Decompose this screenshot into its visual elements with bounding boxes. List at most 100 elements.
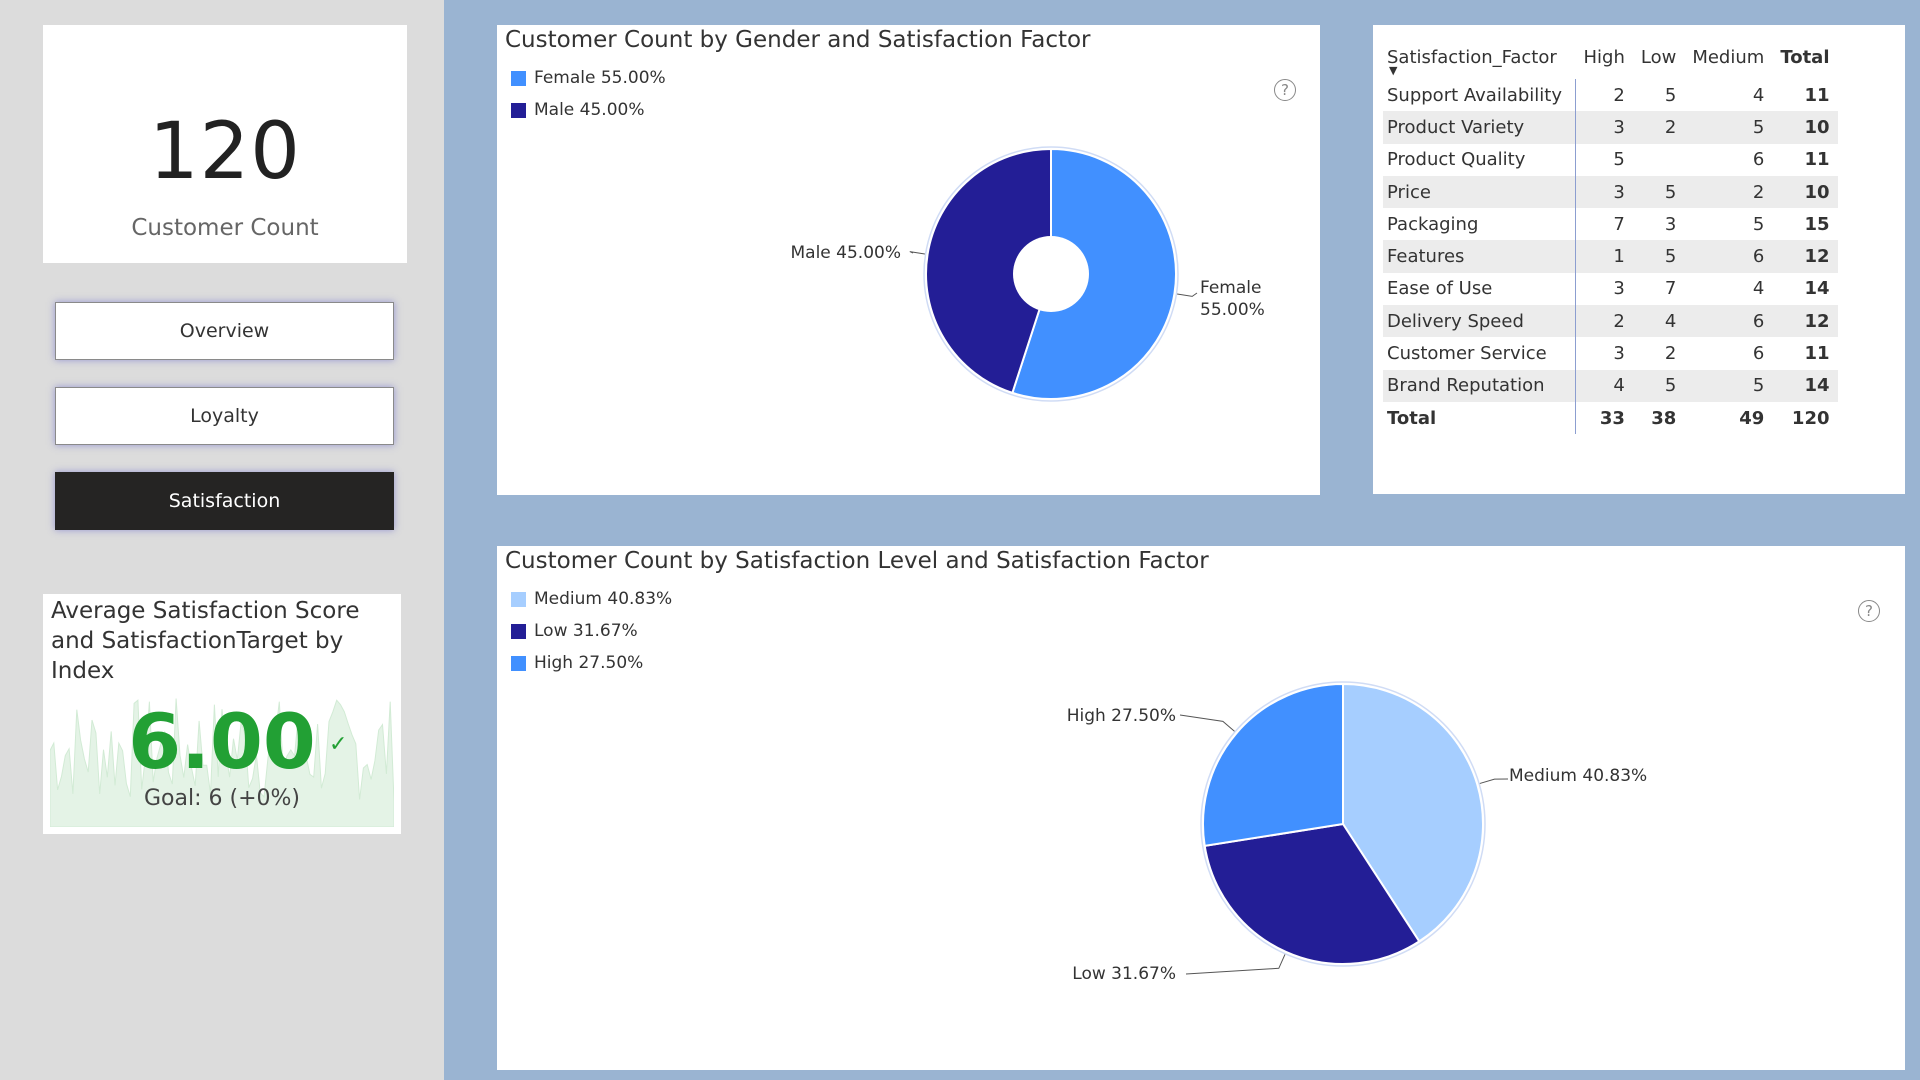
- customer-count-card: 120 Customer Count: [43, 25, 407, 263]
- loyalty-button[interactable]: Loyalty: [55, 387, 394, 445]
- cell-low: 2: [1632, 111, 1685, 144]
- cell-factor: Support Availability: [1383, 79, 1576, 112]
- matrix-header-low[interactable]: Low: [1640, 46, 1677, 68]
- total-medium: 49: [1739, 407, 1765, 429]
- cell-factor: Price: [1383, 175, 1576, 209]
- data-label: 55.00%: [1200, 300, 1265, 320]
- chart-title: Customer Count by Satisfaction Level and…: [505, 548, 1209, 574]
- table-row[interactable]: Product Variety 3 2 5 10: [1383, 111, 1838, 144]
- table-row[interactable]: Features 1 5 6 12: [1383, 240, 1838, 273]
- cell-high: 3: [1613, 278, 1625, 300]
- legend: Medium 40.83% Low 31.67% High 27.50%: [511, 583, 672, 679]
- cell-total: 11: [1804, 343, 1830, 365]
- cell-high: 2: [1575, 305, 1633, 338]
- legend-swatch: [511, 591, 526, 607]
- matrix-header-medium[interactable]: Medium: [1692, 46, 1765, 68]
- matrix-header-high[interactable]: High: [1583, 46, 1625, 68]
- satisfaction-matrix-card: Satisfaction_Factor ▼ High Low Medium To…: [1373, 25, 1905, 494]
- header-label: Satisfaction_Factor: [1387, 46, 1557, 68]
- satisfaction-button[interactable]: Satisfaction: [55, 472, 394, 530]
- legend-swatch: [511, 70, 526, 86]
- leader-line: [909, 251, 926, 255]
- data-label: Medium 40.83%: [1509, 766, 1647, 786]
- leader-line: [1185, 953, 1286, 975]
- gauge-goal: Goal: 6 (+0%): [144, 786, 300, 811]
- legend-item-female[interactable]: Female 55.00%: [511, 62, 666, 94]
- cell-low: [1633, 144, 1684, 176]
- check-icon: ✓: [329, 732, 348, 757]
- table-row[interactable]: Price 3 5 2 10: [1383, 175, 1838, 209]
- chart-title: Customer Count by Gender and Satisfactio…: [505, 27, 1091, 53]
- cell-total: 14: [1804, 278, 1830, 300]
- cell-medium: 5: [1684, 111, 1773, 144]
- cell-low: 5: [1632, 175, 1685, 209]
- legend-label: High 27.50%: [534, 653, 644, 673]
- legend-label: Medium 40.83%: [534, 589, 673, 609]
- legend-item-high[interactable]: High 27.50%: [511, 647, 672, 679]
- table-row[interactable]: Product Quality 5 6 11: [1383, 143, 1838, 176]
- cell-factor: Ease of Use: [1383, 272, 1576, 306]
- cell-total: 15: [1804, 213, 1830, 235]
- cell-low: 4: [1632, 305, 1685, 338]
- leader-line: [1478, 778, 1509, 785]
- gauge-value: 6.00: [128, 697, 316, 786]
- cell-total: 14: [1772, 369, 1838, 402]
- table-row[interactable]: Customer Service 3 2 6 11: [1383, 337, 1838, 370]
- overview-button[interactable]: Overview: [55, 302, 394, 360]
- leader-line: [1176, 292, 1198, 297]
- table-row[interactable]: Ease of Use 3 7 4 14: [1383, 272, 1838, 306]
- table-row[interactable]: Support Availability 2 5 4 11: [1383, 79, 1838, 112]
- data-label: Female: [1200, 278, 1261, 298]
- table-row[interactable]: Brand Reputation 4 5 5 14: [1383, 369, 1838, 402]
- cell-total: 10: [1772, 111, 1838, 144]
- kpi-value: 120: [149, 107, 301, 197]
- table-row[interactable]: Packaging 7 3 5 15: [1383, 208, 1838, 241]
- cell-factor: Product Quality: [1383, 143, 1576, 176]
- cell-high: 3: [1613, 343, 1625, 365]
- level-pie-chart: Medium 40.83% Low 31.67% High 27.50%: [1067, 681, 1647, 984]
- pie-outline: [1200, 681, 1486, 967]
- cell-medium: 4: [1752, 278, 1765, 300]
- question-icon[interactable]: ?: [1274, 79, 1296, 101]
- sort-down-icon[interactable]: ▼: [1389, 64, 1398, 77]
- matrix-header-row: Satisfaction_Factor ▼ High Low Medium To…: [1383, 35, 1838, 79]
- legend-item-low[interactable]: Low 31.67%: [511, 615, 672, 647]
- total-row: Total 33 38 49 120: [1383, 401, 1838, 435]
- legend-item-medium[interactable]: Medium 40.83%: [511, 583, 672, 615]
- cell-medium: 2: [1684, 175, 1773, 209]
- cell-factor: Brand Reputation: [1383, 369, 1576, 402]
- matrix-header-factor[interactable]: Satisfaction_Factor ▼: [1383, 35, 1576, 79]
- cell-high: 2: [1613, 84, 1625, 106]
- cell-medium: 5: [1752, 213, 1765, 235]
- slice-low[interactable]: [1203, 822, 1421, 965]
- matrix-header-total[interactable]: Total: [1780, 46, 1830, 68]
- cell-medium: 5: [1684, 369, 1773, 402]
- cell-high: 3: [1575, 175, 1633, 209]
- data-label: Low 31.67%: [1072, 964, 1176, 984]
- slice-female[interactable]: [1011, 147, 1177, 400]
- data-label: Male 45.00%: [791, 243, 902, 263]
- kpi-label: Customer Count: [131, 215, 319, 241]
- question-icon[interactable]: ?: [1858, 600, 1880, 622]
- legend-item-male[interactable]: Male 45.00%: [511, 94, 666, 126]
- total-high: 33: [1599, 407, 1625, 429]
- cell-total: 11: [1804, 84, 1830, 106]
- slice-male[interactable]: [925, 147, 1052, 395]
- legend: Female 55.00% Male 45.00%: [511, 62, 666, 126]
- cell-factor: Product Variety: [1383, 111, 1576, 144]
- legend-swatch: [511, 655, 526, 671]
- cell-low: 2: [1664, 343, 1677, 365]
- data-label: High 27.50%: [1067, 706, 1176, 726]
- total-factor: Total: [1383, 401, 1576, 435]
- satisfaction-matrix: Satisfaction_Factor ▼ High Low Medium To…: [1383, 35, 1838, 435]
- cell-medium: 6: [1752, 149, 1765, 171]
- slice-high[interactable]: [1202, 682, 1344, 848]
- cell-medium: 4: [1752, 84, 1765, 106]
- legend-swatch: [511, 623, 526, 639]
- cell-high: 7: [1613, 213, 1625, 235]
- satisfaction-score-card: Average Satisfaction Score and Satisfact…: [43, 594, 401, 834]
- table-row[interactable]: Delivery Speed 2 4 6 12: [1383, 305, 1838, 338]
- donut-hole: [1013, 236, 1089, 312]
- gender-donut-card: Customer Count by Gender and Satisfactio…: [497, 25, 1320, 495]
